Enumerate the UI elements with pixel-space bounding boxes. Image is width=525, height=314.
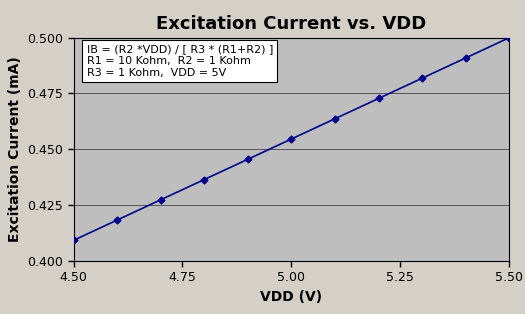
Text: IB = (R2 *VDD) / [ R3 * (R1+R2) ]
R1 = 10 Kohm,  R2 = 1 Kohm
R3 = 1 Kohm,  VDD =: IB = (R2 *VDD) / [ R3 * (R1+R2) ] R1 = 1…: [87, 44, 273, 78]
Title: Excitation Current vs. VDD: Excitation Current vs. VDD: [156, 15, 426, 33]
X-axis label: VDD (V): VDD (V): [260, 290, 322, 304]
Y-axis label: Excitation Current (mA): Excitation Current (mA): [7, 56, 22, 242]
